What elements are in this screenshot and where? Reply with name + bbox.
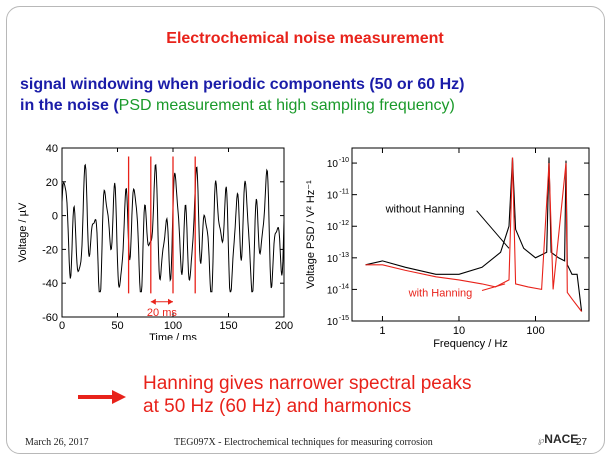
psd-series-with-hanning: [365, 157, 583, 312]
note-line-2: at 50 Hz (60 Hz) and harmonics: [143, 396, 412, 417]
y-tick-label: 0: [52, 211, 58, 223]
y-axis-label: Voltage / µV: [17, 202, 29, 262]
y-tick-label: -20: [42, 244, 58, 256]
y-tick-label: 10: [327, 254, 339, 265]
span-arrow-head-left: [150, 298, 156, 305]
hanning-note: Hanning gives narrower spectral peaks at…: [143, 372, 471, 418]
x-tick-label: 1: [379, 325, 385, 337]
y-tick-label: 10: [327, 317, 339, 328]
y-tick-label: 10: [327, 159, 339, 170]
label-pointer-without-hanning: [476, 210, 510, 249]
subtitle-line-1: signal windowing when periodic component…: [20, 76, 465, 93]
y-tick-label: 10: [327, 222, 339, 233]
x-axis-label: Time / ms: [149, 332, 197, 340]
y-tick-label: 40: [46, 143, 58, 155]
footer-course: TEG097X - Electrochemical techniques for…: [174, 437, 433, 448]
y-tick-label: 10: [327, 285, 339, 296]
time-signal-chart: 0 50 100 150 200 -60 -40 -20 0 20 40 Time / ms Volta…: [17, 143, 293, 340]
label-pointer-with-hanning: [481, 283, 506, 291]
x-tick-label: 200: [275, 320, 293, 332]
y-tick-exponent: -14: [339, 283, 349, 290]
footer-date: March 26, 2017: [25, 437, 89, 448]
nace-logo: ℘NACE: [538, 432, 579, 446]
y-tick-label: -40: [42, 278, 58, 290]
page-number: 27: [576, 437, 588, 448]
y-tick-exponent: -15: [339, 315, 349, 322]
subtitle-line-2: in the noise (PSD measurement at high sa…: [20, 97, 455, 115]
y-tick-exponent: -13: [339, 252, 349, 259]
x-tick-label: 100: [164, 320, 182, 332]
slide-frame: [6, 6, 605, 454]
y-tick-label: -60: [42, 312, 58, 324]
psd-plot-frame: [351, 147, 590, 322]
y-tick-exponent: -11: [339, 189, 349, 196]
x-tick-label: 0: [59, 320, 65, 332]
y-tick-exponent: -12: [339, 220, 349, 227]
slide-title: Electrochemical noise measurement: [166, 30, 444, 47]
label-with-hanning: with Hanning: [408, 287, 473, 299]
label-without-hanning: without Hanning: [385, 204, 465, 216]
x-tick-label: 50: [111, 320, 123, 332]
y-tick-exponent: -10: [339, 157, 349, 164]
span-annotation: 20 ms: [147, 307, 177, 319]
span-arrow-head-right: [168, 298, 173, 305]
y-tick-label: 10: [327, 191, 339, 202]
subtitle-line-2-prefix: in the noise (: [20, 97, 119, 114]
y-axis-label: Voltage PSD / V² Hz⁻¹: [305, 180, 317, 289]
x-tick-label: 10: [453, 325, 465, 337]
x-tick-label: 100: [526, 325, 544, 337]
x-axis-label: Frequency / Hz: [433, 338, 508, 350]
y-tick-label: 20: [46, 177, 58, 189]
arrow-right-icon: [78, 387, 128, 407]
subtitle-line-2-green: PSD measurement at high sampling frequen…: [118, 97, 455, 114]
x-tick-label: 150: [219, 320, 237, 332]
note-line-1: Hanning gives narrower spectral peaks: [143, 373, 472, 394]
